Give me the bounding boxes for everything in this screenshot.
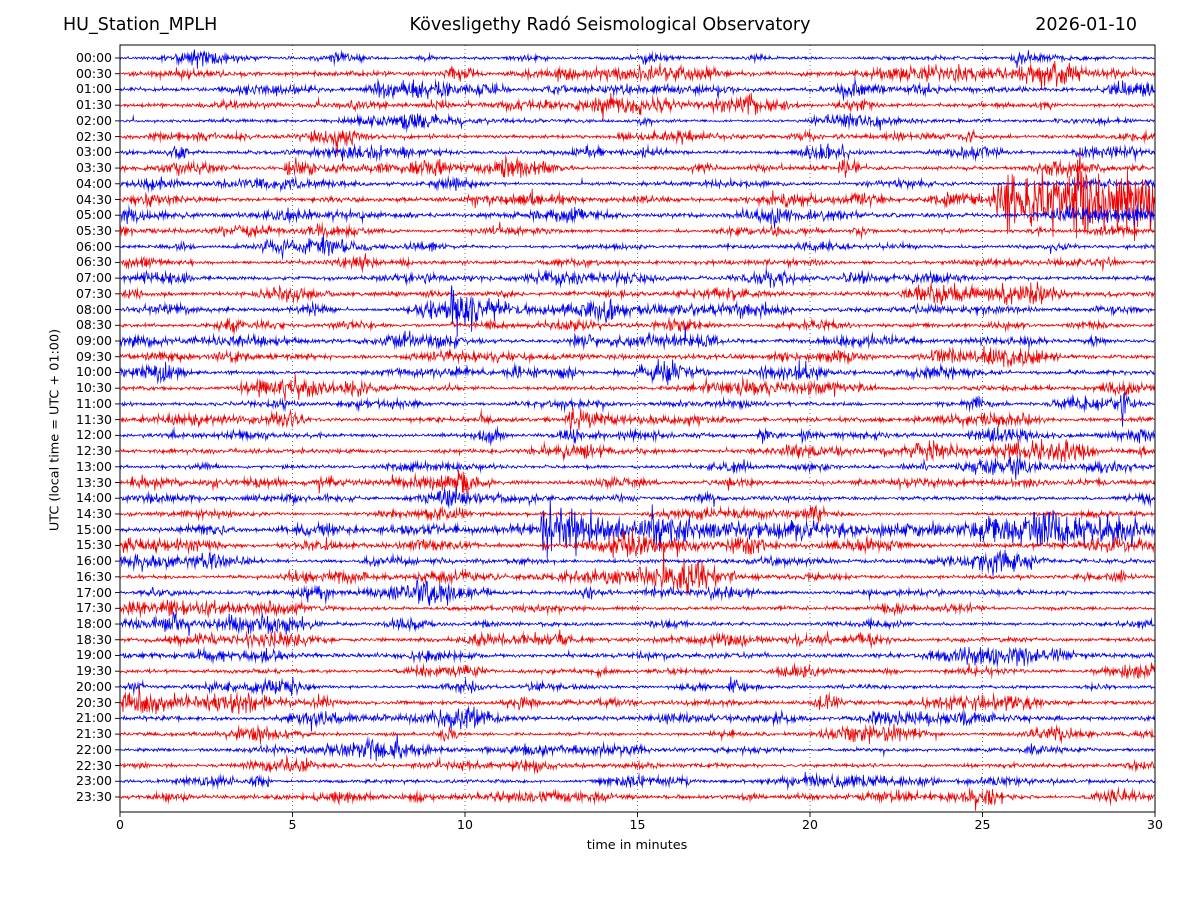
row-label: 04:30 [75,191,112,207]
row-label: 15:00 [75,521,112,537]
row-label: 16:00 [75,553,112,569]
x-tick-label: 25 [974,817,991,832]
row-label: 23:00 [75,773,112,789]
row-label: 01:00 [75,81,112,97]
row-label: 00:30 [75,65,112,81]
row-label: 01:30 [75,97,112,113]
row-label: 11:00 [75,395,112,411]
row-label: 17:00 [75,584,112,600]
y-axis-label: UTC (local time = UTC + 01:00) [47,328,63,532]
row-label: 09:00 [75,333,112,348]
row-label: 20:00 [75,678,112,694]
row-label: 22:30 [75,757,112,773]
row-label: 18:00 [75,616,112,632]
date-label: 2026-01-10 [1035,15,1137,35]
row-label: 10:00 [75,364,112,380]
row-label: 09:30 [75,348,112,364]
row-label: 03:30 [75,160,112,176]
row-label: 19:30 [75,663,112,679]
x-tick-label: 15 [629,817,646,832]
row-label: 02:30 [75,128,112,144]
x-tick-label: 20 [802,817,818,832]
row-label: 12:00 [75,427,112,443]
row-label: 21:30 [75,726,112,742]
row-label: 10:30 [75,380,112,396]
row-label: 23:30 [75,788,112,804]
observatory-title: Kövesligethy Radó Seismological Observat… [409,15,811,35]
row-label: 15:30 [75,537,112,553]
row-label: 20:30 [75,694,112,710]
x-axis-label: time in minutes [586,838,688,853]
x-tick-label: 10 [457,817,473,832]
x-tick-label: 0 [116,817,124,832]
row-label: 08:30 [75,317,112,333]
row-label: 06:30 [75,254,112,270]
row-label: 11:30 [75,411,112,427]
row-label: 21:00 [75,710,112,726]
row-label: 06:00 [75,238,112,254]
row-label: 13:00 [75,458,112,474]
x-tick-label: 30 [1147,817,1163,832]
row-label: 00:00 [75,50,112,65]
x-tick-label: 5 [288,817,297,832]
station-title: HU_Station_MPLH [63,15,218,35]
row-label: 19:00 [75,647,112,663]
row-label: 04:00 [75,175,112,191]
row-label: 13:30 [75,474,112,490]
row-label: 05:00 [75,207,112,223]
row-label: 12:30 [75,443,112,459]
row-label: 08:00 [75,301,112,317]
row-label: 17:30 [75,600,112,616]
row-label: 07:30 [75,285,112,301]
row-label: 16:30 [75,568,112,584]
row-label: 18:30 [75,631,112,647]
row-label: 05:30 [75,222,112,238]
row-label: 14:30 [75,505,112,521]
row-label: 14:00 [75,490,112,506]
row-label: 07:00 [75,270,112,286]
row-label: 03:00 [75,144,112,160]
row-label: 02:00 [75,112,112,128]
row-label: 22:00 [75,741,112,757]
